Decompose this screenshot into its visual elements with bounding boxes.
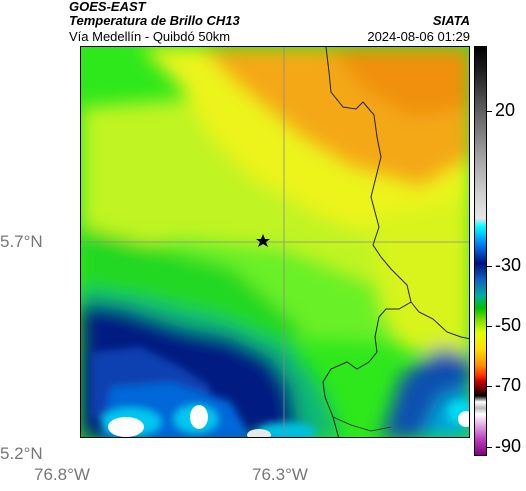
colorbar-tick bbox=[487, 386, 492, 387]
coldest-spots bbox=[108, 405, 469, 437]
border-line bbox=[322, 47, 412, 437]
star-icon[interactable] bbox=[256, 234, 270, 247]
colorbar-tick bbox=[487, 326, 492, 327]
colorbar-label: -90 bbox=[495, 436, 522, 456]
satellite-name: GOES-EAST bbox=[69, 0, 146, 14]
lon-label-76.3: 76.3°W bbox=[252, 465, 308, 484]
colorbar-label: -50 bbox=[495, 315, 522, 335]
colorbar-tick bbox=[487, 447, 492, 448]
temperature-field bbox=[81, 47, 469, 437]
map-canvas bbox=[81, 47, 469, 437]
lon-label-76.8: 76.8°W bbox=[34, 465, 90, 484]
product-title: Temperatura de Brillo CH13 bbox=[69, 13, 240, 28]
region-label: Vía Medellín - Quibdó 50km bbox=[69, 29, 231, 44]
colorbar-label: -70 bbox=[495, 375, 522, 395]
organization-label: SIATA bbox=[432, 13, 470, 28]
lat-label-5.7: 5.7°N bbox=[0, 232, 43, 251]
border-line bbox=[332, 416, 392, 432]
colorbar-label: 20 bbox=[495, 100, 516, 120]
colorbar bbox=[474, 46, 487, 456]
timestamp-label: 2024-08-06 01:29 bbox=[367, 29, 470, 44]
satellite-map[interactable] bbox=[80, 46, 470, 438]
colorbar-label: -30 bbox=[495, 255, 522, 275]
colorbar-tick bbox=[487, 111, 492, 112]
lat-label-5.2: 5.2°N bbox=[0, 444, 43, 463]
border-line bbox=[410, 301, 469, 340]
colorbar-tick bbox=[487, 266, 492, 267]
